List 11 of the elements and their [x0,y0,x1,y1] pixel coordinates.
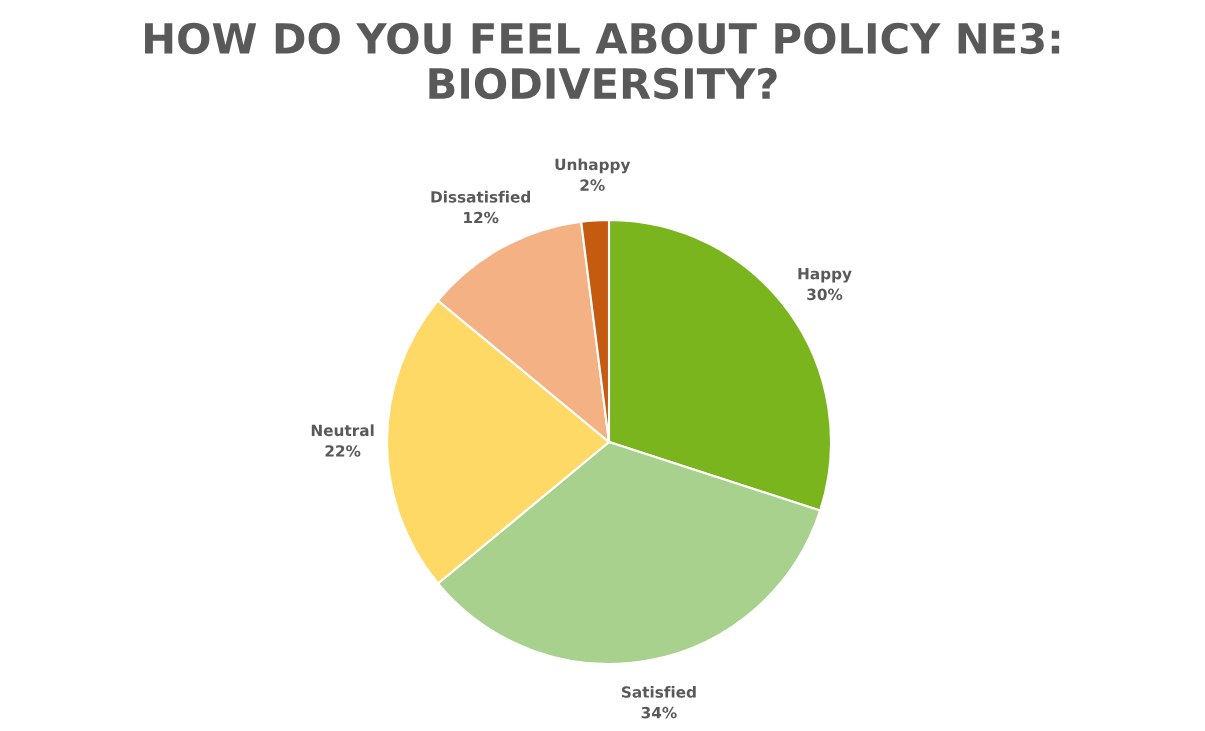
slice-label: Happy [798,268,852,283]
slice-label: Unhappy [555,158,631,174]
data-label: 34% [641,706,677,719]
data-label: 22% [325,445,361,457]
slice-label: Satisfied [621,685,696,698]
chart-title: HOW DO YOU FEEL ABOUT POLICY NE3: BIODIVERSITY? [145,22,1060,100]
data-label: 30% [807,288,843,301]
slice-label: Neutral [311,424,374,437]
data-label: 2% [580,179,605,191]
slice-label: Dissatisfied [431,190,530,203]
data-label: 12% [464,211,499,224]
